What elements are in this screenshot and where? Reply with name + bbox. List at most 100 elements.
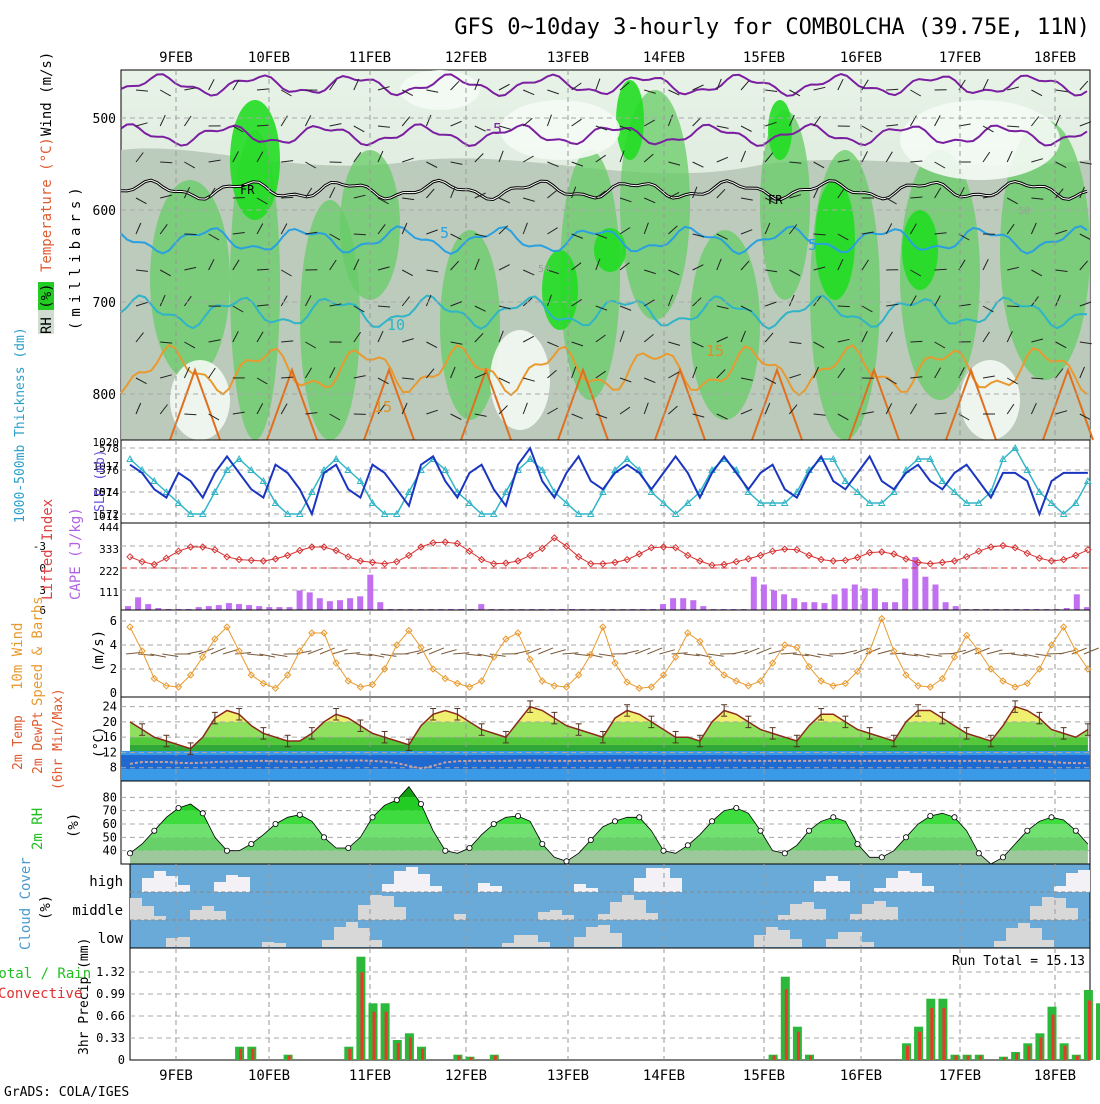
- bottom-date-18FEB: 18FEB: [1034, 1068, 1076, 1084]
- precip-convective-bar-27: [457, 1056, 460, 1061]
- cape-bar-74: [872, 588, 878, 610]
- cloud-block-45: [598, 914, 610, 920]
- temp-band-2: [121, 745, 1090, 751]
- cape-bar-1: [135, 597, 141, 610]
- cape-bar-65: [781, 594, 787, 610]
- cloud-block-47: [610, 902, 622, 920]
- contour-label-fr-2: FR: [768, 193, 783, 207]
- cloud-block-69: [850, 914, 862, 920]
- bottom-date-10FEB: 10FEB: [248, 1068, 290, 1084]
- cape-bar-76: [892, 602, 898, 610]
- precip-panel: 1.320.990.660.330 Run Total = 15.13 Tota…: [0, 938, 1100, 1067]
- rh2m-marker-74: [1025, 828, 1030, 833]
- upper-wind-barb-63: [281, 197, 293, 198]
- rh-shade-green-7: [690, 230, 760, 420]
- bottom-date-9FEB: 9FEB: [159, 1068, 193, 1084]
- precip-tick-0.99: 0.99: [96, 987, 125, 1001]
- cape-bar-79: [922, 577, 928, 610]
- rh2m-marker-6: [200, 811, 205, 816]
- cloud-block-50: [634, 878, 646, 892]
- cloud-block-8: [178, 937, 190, 947]
- rh2m-marker-42: [637, 815, 642, 820]
- cloud-block-79: [922, 886, 934, 892]
- bottom-date-16FEB: 16FEB: [840, 1068, 882, 1084]
- contour-label-15-2: 15: [374, 398, 392, 416]
- cloud-block-13: [226, 875, 238, 892]
- cape-bar-20: [327, 601, 333, 610]
- cape-tick-444: 444: [99, 521, 119, 534]
- precip-convective-bar-21: [385, 1012, 388, 1060]
- cloud-block-51: [634, 900, 646, 920]
- top-date-12FEB: 12FEB: [445, 50, 487, 66]
- cloud-block-78: [910, 873, 922, 892]
- cloud-block-65: [826, 876, 838, 892]
- cloud-block-14: [238, 877, 250, 892]
- cloud-block-18: [334, 927, 346, 947]
- cloud-block-28: [406, 867, 418, 892]
- cape-bar-62: [751, 577, 757, 610]
- top-date-17FEB: 17FEB: [939, 50, 981, 66]
- cloud-block-55: [670, 878, 682, 892]
- cloud-block-11: [214, 882, 226, 892]
- cloud-block-16: [274, 943, 286, 947]
- cloud-block-26: [394, 871, 406, 892]
- upper-wind-barb-366: [1007, 306, 1019, 307]
- rh2m-marker-48: [709, 819, 714, 824]
- cloud-block-77: [898, 871, 910, 892]
- cloud-block-10: [202, 906, 214, 920]
- precip-convective-bar-24: [421, 1049, 424, 1060]
- temp2m-label-4: (°C): [92, 727, 107, 758]
- cloud-block-23: [370, 940, 382, 947]
- rh2m-marker-0: [127, 851, 132, 856]
- rh2m-marker-20: [370, 815, 375, 820]
- cape-bar-63: [761, 585, 767, 611]
- cape-bar-81: [943, 602, 949, 610]
- cape-bar-23: [357, 596, 363, 610]
- precip-convective-bar-68: [955, 1056, 958, 1061]
- cloud-block-27: [394, 907, 406, 920]
- cloud-block-86: [1042, 940, 1054, 947]
- cape-bar-2: [145, 604, 151, 610]
- wind10m-tick-6: 6: [110, 614, 117, 628]
- rh-shade-dry-3: [170, 360, 230, 440]
- cloud-block-39: [550, 910, 562, 920]
- rh2m-marker-32: [515, 813, 520, 818]
- rh-shade-bright-2: [616, 80, 644, 160]
- cape-bar-17: [297, 590, 303, 610]
- pressure-tick-600: 600: [93, 204, 116, 219]
- cape-bar-35: [478, 604, 484, 610]
- cape-bar-13: [256, 606, 262, 610]
- precip-convective-bar-9: [239, 1049, 242, 1060]
- cloud-block-37: [538, 912, 550, 920]
- temp2m-label-1: 2m Temp: [11, 715, 26, 770]
- cape-bar-19: [317, 598, 323, 610]
- precip-tick-0: 0: [118, 1053, 125, 1067]
- cloud-block-72: [862, 942, 874, 947]
- precip-convective-bar-74: [1027, 1046, 1030, 1060]
- cloud-block-29: [418, 874, 430, 892]
- cloud-block-88: [1054, 898, 1066, 920]
- contour-label-10: 10: [387, 316, 405, 334]
- top-date-15FEB: 15FEB: [743, 50, 785, 66]
- rh2m-marker-72: [1000, 855, 1005, 860]
- cape-bar-53: [660, 604, 666, 610]
- cloud-block-4: [154, 916, 166, 920]
- cloud-block-54: [658, 868, 670, 892]
- cloud-block-66: [826, 939, 838, 947]
- rh2m-marker-36: [564, 859, 569, 864]
- rh2m-marker-56: [806, 828, 811, 833]
- cloud-block-1: [142, 878, 154, 892]
- rh2m-marker-76: [1049, 815, 1054, 820]
- cloud-block-85: [1042, 897, 1054, 920]
- wind10m-tick-4: 4: [110, 638, 117, 652]
- cloud-block-49: [622, 895, 634, 920]
- cloud-block-61: [790, 939, 802, 947]
- rh-shade-bright-6: [594, 228, 626, 272]
- cloud-block-90: [1066, 908, 1078, 920]
- cape-bar-54: [670, 598, 676, 610]
- cloud-block-73: [874, 888, 886, 892]
